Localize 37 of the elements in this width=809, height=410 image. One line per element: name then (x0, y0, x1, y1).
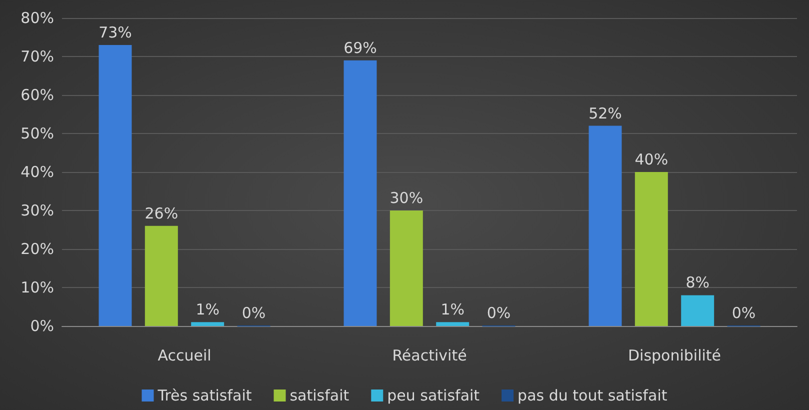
y-tick-label: 20% (20, 240, 54, 258)
y-tick-label: 60% (20, 86, 54, 104)
data-label: 0% (242, 304, 266, 322)
bar (390, 210, 423, 326)
data-label: 26% (144, 204, 178, 222)
bar (191, 322, 224, 326)
data-label: 52% (588, 104, 622, 122)
data-label: 69% (344, 38, 377, 57)
y-tick-label: 70% (20, 48, 54, 66)
bar (634, 172, 668, 326)
bar (144, 226, 178, 326)
x-tick-label: Disponibilité (628, 346, 722, 364)
data-label: 0% (732, 304, 756, 322)
data-label: 0% (486, 304, 511, 322)
data-label: 40% (634, 150, 668, 168)
legend-label: Très satisfait (156, 386, 252, 404)
data-label: 73% (98, 23, 132, 42)
data-label: 8% (686, 274, 710, 292)
legend-label: peu satisfait (387, 386, 480, 404)
y-tick-label: 30% (20, 202, 54, 220)
bar (588, 126, 622, 326)
bar (436, 322, 470, 326)
y-tick-label: 10% (20, 278, 54, 296)
data-label: 1% (196, 300, 220, 319)
x-tick-label: Accueil (158, 346, 212, 364)
y-tick-label: 40% (20, 163, 54, 181)
bar (681, 295, 714, 326)
legend-label: pas du tout satisfait (518, 386, 668, 404)
bar (98, 44, 132, 326)
x-tick-label: Réactivité (392, 346, 467, 364)
data-label: 30% (390, 189, 424, 207)
data-label: 1% (440, 300, 464, 319)
legend-label: satisfait (290, 386, 350, 404)
y-tick-label: 80% (20, 9, 54, 27)
bar (344, 60, 377, 326)
y-tick-label: 50% (20, 124, 54, 142)
y-tick-label: 0% (30, 317, 54, 335)
